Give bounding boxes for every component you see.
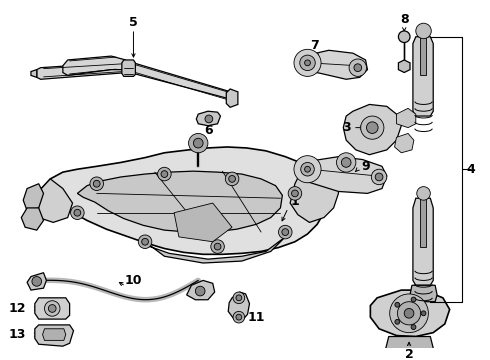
Circle shape — [417, 186, 430, 200]
Circle shape — [421, 311, 426, 316]
Circle shape — [375, 173, 383, 181]
Polygon shape — [43, 329, 66, 340]
Polygon shape — [174, 203, 232, 242]
Circle shape — [49, 305, 56, 312]
Polygon shape — [21, 208, 44, 230]
Circle shape — [214, 243, 221, 250]
Circle shape — [236, 295, 242, 301]
Circle shape — [233, 292, 245, 303]
Polygon shape — [386, 337, 433, 353]
Polygon shape — [398, 60, 410, 72]
Text: 12: 12 — [9, 302, 26, 315]
Polygon shape — [290, 159, 339, 222]
Polygon shape — [77, 171, 282, 232]
Circle shape — [398, 31, 410, 42]
Text: 6: 6 — [204, 124, 213, 137]
Circle shape — [236, 314, 242, 320]
Polygon shape — [308, 50, 368, 79]
Circle shape — [337, 153, 356, 172]
Text: 13: 13 — [9, 328, 26, 341]
Polygon shape — [370, 290, 450, 337]
Polygon shape — [63, 56, 126, 76]
Text: 8: 8 — [400, 13, 409, 26]
Polygon shape — [39, 147, 327, 254]
Polygon shape — [410, 285, 437, 302]
Polygon shape — [187, 280, 215, 300]
Text: 3: 3 — [342, 121, 350, 134]
Circle shape — [71, 206, 84, 220]
Polygon shape — [396, 108, 416, 128]
Circle shape — [301, 162, 314, 176]
Circle shape — [205, 115, 213, 123]
Polygon shape — [394, 134, 414, 153]
Circle shape — [300, 55, 315, 71]
Circle shape — [342, 158, 351, 167]
Text: 2: 2 — [405, 348, 414, 360]
Circle shape — [211, 240, 224, 253]
Circle shape — [411, 297, 416, 302]
Circle shape — [282, 229, 289, 235]
Circle shape — [93, 180, 100, 187]
Polygon shape — [419, 198, 426, 247]
Polygon shape — [27, 273, 47, 290]
Polygon shape — [413, 37, 433, 116]
Polygon shape — [226, 89, 238, 107]
Text: 11: 11 — [247, 311, 265, 324]
Text: 10: 10 — [125, 274, 142, 287]
Circle shape — [161, 171, 168, 177]
Circle shape — [90, 177, 103, 190]
Circle shape — [138, 235, 152, 248]
Circle shape — [411, 325, 416, 329]
Circle shape — [278, 225, 292, 239]
Text: 7: 7 — [310, 39, 318, 52]
Polygon shape — [37, 62, 236, 100]
Circle shape — [45, 301, 60, 316]
Circle shape — [395, 319, 400, 324]
Circle shape — [371, 169, 387, 185]
Circle shape — [305, 60, 310, 66]
Polygon shape — [305, 157, 387, 193]
Polygon shape — [23, 184, 44, 211]
Polygon shape — [122, 60, 135, 76]
Circle shape — [229, 176, 236, 182]
Circle shape — [361, 116, 384, 139]
Polygon shape — [145, 237, 285, 263]
Polygon shape — [35, 298, 70, 319]
Circle shape — [305, 166, 310, 172]
Circle shape — [367, 122, 378, 134]
Polygon shape — [31, 69, 37, 77]
Circle shape — [74, 210, 81, 216]
Circle shape — [397, 302, 420, 325]
Circle shape — [194, 138, 203, 148]
Polygon shape — [196, 111, 220, 126]
Circle shape — [158, 167, 171, 181]
Circle shape — [32, 276, 42, 286]
Polygon shape — [419, 37, 426, 76]
Circle shape — [189, 134, 208, 153]
Polygon shape — [343, 104, 401, 155]
Circle shape — [395, 302, 400, 307]
Circle shape — [354, 64, 362, 72]
Polygon shape — [34, 179, 73, 222]
Circle shape — [288, 186, 302, 200]
Circle shape — [390, 294, 428, 333]
Circle shape — [416, 23, 431, 39]
Circle shape — [233, 311, 245, 323]
Polygon shape — [413, 198, 433, 285]
Circle shape — [225, 172, 239, 186]
Text: 5: 5 — [129, 16, 138, 29]
Circle shape — [294, 156, 321, 183]
Polygon shape — [35, 325, 74, 346]
Text: 1: 1 — [291, 195, 299, 208]
Text: 9: 9 — [361, 160, 370, 173]
Circle shape — [349, 59, 367, 76]
Text: 4: 4 — [466, 163, 475, 176]
Circle shape — [142, 238, 148, 245]
Circle shape — [196, 286, 205, 296]
Polygon shape — [228, 292, 249, 321]
Circle shape — [292, 190, 298, 197]
Circle shape — [294, 49, 321, 76]
Circle shape — [404, 309, 414, 318]
